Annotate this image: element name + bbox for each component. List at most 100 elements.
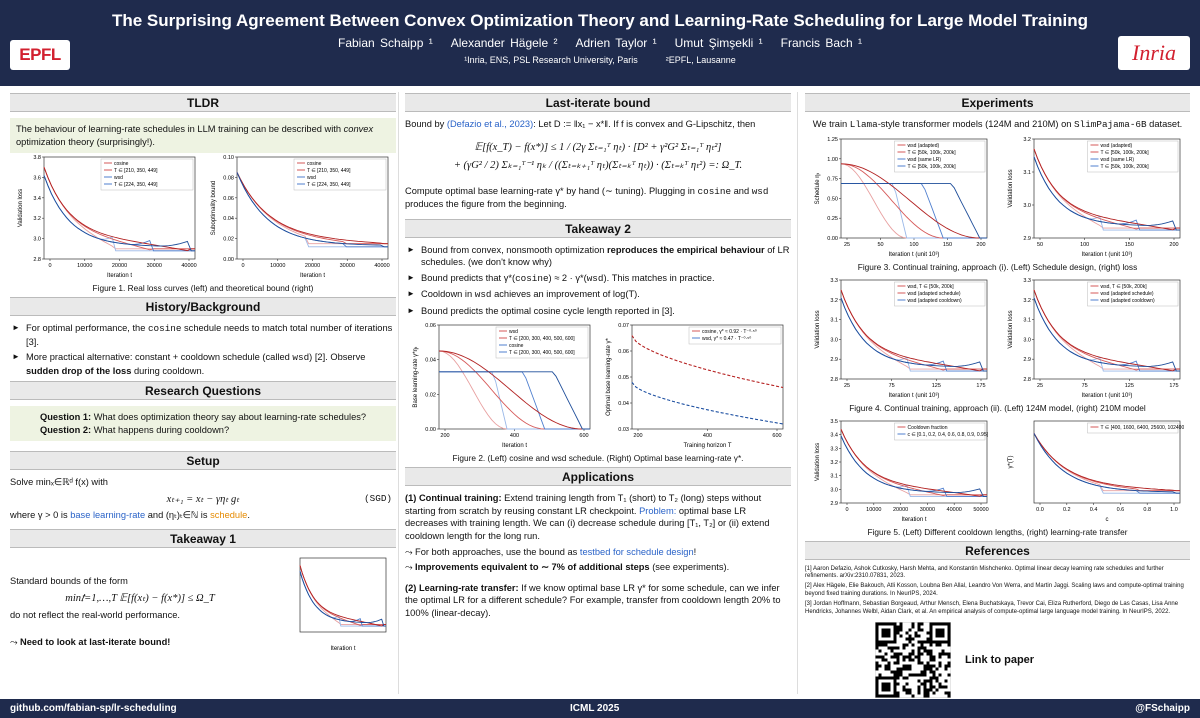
legend-label: T ∈ [200, 300, 400, 500, 600] <box>509 350 575 356</box>
text: ⤳ <box>10 636 21 647</box>
qr-module <box>920 643 924 647</box>
qr-module <box>917 646 921 650</box>
qr-module <box>926 679 930 683</box>
qr-module <box>941 685 945 689</box>
qr-module <box>875 631 879 635</box>
repo-link[interactable]: github.com/fabian-sp/lr-scheduling <box>10 703 177 714</box>
paragraph: ⤳ For both approaches, use the bound as … <box>405 546 791 559</box>
text: Solve minₓ∈ℝᵈ f(x) with <box>10 477 108 488</box>
legend-label: wsd (same LR) <box>1100 157 1134 163</box>
affiliation: ²EPFL, Lausanne <box>665 55 736 65</box>
qr-module <box>938 685 942 689</box>
qr-module <box>908 628 912 632</box>
venue: ICML 2025 <box>570 703 620 714</box>
qr-module <box>875 628 879 632</box>
formula: 𝔼[f(x_T) − f(x*)] ≤ 1 / (2γ Σₜ₌₁ᵀ ηₜ) · … <box>474 141 722 153</box>
qr-module <box>935 634 939 638</box>
qr-module <box>932 670 936 674</box>
x-tick-label: 150 <box>943 242 952 248</box>
text: cosine <box>147 323 182 335</box>
question: Question 1: What does optimization theor… <box>40 411 390 424</box>
qr-module <box>926 694 930 698</box>
qr-module <box>923 685 927 689</box>
qr-module <box>935 643 939 647</box>
qr-module <box>932 664 936 668</box>
y-tick-label: 0.04 <box>223 216 234 222</box>
legend-label: wsd, γ* ≈ 0.47 · T⁻⁰·⁵⁰ <box>702 336 751 342</box>
section-title: Last-iterate bound <box>405 93 791 112</box>
text: (1) Continual training: <box>405 493 502 504</box>
bullets: Bound from convex, nonsmooth optimizatio… <box>405 244 791 318</box>
equation-tag: (SGD) <box>364 492 392 504</box>
qr-module <box>923 694 927 698</box>
y-tick-label: 2.9 <box>831 357 839 363</box>
text: optimization theory (surprisingly!). <box>16 136 155 147</box>
qr-module <box>896 646 900 650</box>
legend-label: T ∈ [50k, 100k, 200k] <box>1100 150 1149 156</box>
x-tick-label: 0.0 <box>1036 507 1044 513</box>
text: Cooldown in <box>421 289 475 300</box>
qr-module <box>920 673 924 677</box>
text: We train <box>812 119 850 129</box>
qr-module <box>893 673 897 677</box>
header: The Surprising Agreement Between Convex … <box>0 0 1200 86</box>
paragraph: (1) Continual training: Extend training … <box>405 492 791 542</box>
curve <box>1033 156 1180 231</box>
legend-box <box>894 140 986 172</box>
qr-module <box>890 676 894 680</box>
y-tick-label: 3.1 <box>831 317 839 323</box>
footer: github.com/fabian-sp/lr-scheduling ICML … <box>0 699 1200 718</box>
qr-module <box>884 694 888 698</box>
qr-module <box>884 631 888 635</box>
qr-module <box>884 676 888 680</box>
qr-module <box>896 673 900 677</box>
legend-label: T ∈ [210, 350, 449] <box>114 168 158 174</box>
qr-module <box>923 649 927 653</box>
question: Question 2: What happens during cooldown… <box>40 424 390 437</box>
legend-label: wsd (same LR) <box>908 157 942 163</box>
qr-module <box>947 694 951 698</box>
bullet: For optimal performance, the cosine sche… <box>12 322 396 348</box>
qr-module <box>896 628 900 632</box>
y-tick-label: 3.6 <box>33 175 41 181</box>
text: convex <box>343 124 374 134</box>
text: -style transformer models (124M and 210M… <box>877 119 1075 129</box>
paper-link[interactable]: Link to paper <box>965 654 1035 667</box>
text: ! <box>693 546 697 557</box>
qr-module <box>935 622 939 626</box>
curve <box>43 167 195 252</box>
text: ⤳ <box>405 562 416 573</box>
y-tick-label: 3.1 <box>1023 170 1031 176</box>
legend-box <box>1086 140 1178 172</box>
legend-label: cosine <box>509 343 524 349</box>
qr-module <box>917 655 921 659</box>
qr-module <box>881 643 885 647</box>
x-tick-label: 125 <box>932 383 941 389</box>
qr-module <box>932 622 936 626</box>
text: Bound by <box>405 119 447 129</box>
questions-box: Question 1: What does optimization theor… <box>10 406 396 442</box>
curve <box>439 371 590 430</box>
qr-module <box>926 664 930 668</box>
qr-module <box>896 682 900 686</box>
qr-module <box>920 682 924 686</box>
qr-module <box>893 661 897 665</box>
section-title: History/Background <box>10 297 396 317</box>
qr-module <box>899 652 903 656</box>
figure: 2.8 3.0 3.2 3.4 3.6 3.8 0 10000 20000 30000 40000 I… <box>18 155 197 279</box>
legend-box <box>495 327 589 359</box>
caption: Figure 1. Real loss curves (left) and th… <box>92 283 314 294</box>
qr-module <box>947 655 951 659</box>
qr-module <box>941 649 945 653</box>
y-tick-label: 0.06 <box>223 196 234 202</box>
qr-module <box>947 673 951 677</box>
qr-module <box>878 664 882 668</box>
qr-code[interactable] <box>875 622 951 699</box>
x-axis-label: c <box>1105 517 1108 523</box>
qr-module <box>929 664 933 668</box>
y-axis-label: Optimal base learning-rate γ* <box>606 338 612 416</box>
qr-module <box>884 685 888 689</box>
qr-module <box>917 652 921 656</box>
legend-label: c ∈ [0.1, 0.2, 0.4, 0.6, 0.8, 0.9, 0.95] <box>908 432 989 438</box>
curve <box>1033 432 1180 494</box>
